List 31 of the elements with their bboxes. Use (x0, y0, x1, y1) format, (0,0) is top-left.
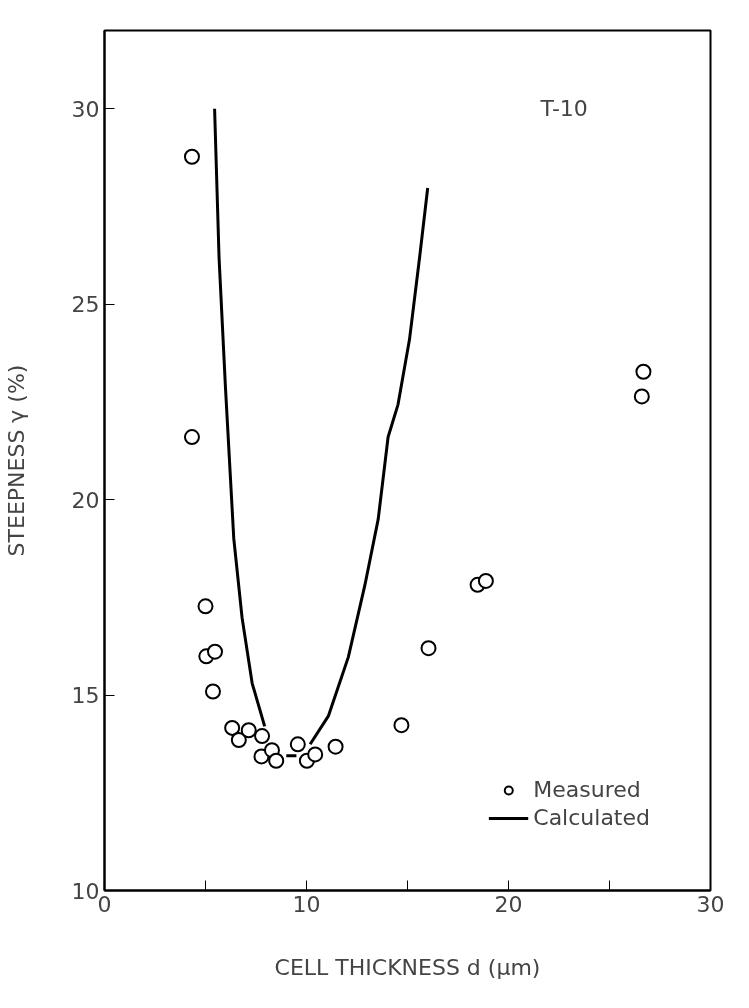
point (197, 598, 214, 615)
point (393, 717, 410, 734)
x-tick-label: 10 (292, 891, 321, 917)
point (240, 722, 257, 739)
point (327, 738, 344, 755)
x-axis-title: CELL THICKNESS d (μm) (274, 954, 541, 980)
x-tick-label: 20 (494, 891, 523, 917)
point (183, 429, 200, 446)
point (633, 388, 650, 405)
y-axis-title: STEEPNESS γ (%) (3, 364, 29, 557)
point (183, 148, 200, 165)
legend-label: Measured (533, 777, 641, 802)
point (268, 752, 285, 769)
y-tick-label: 25 (71, 292, 100, 318)
point (420, 640, 437, 657)
point (307, 746, 324, 763)
point (635, 363, 652, 380)
point (254, 728, 271, 745)
point (206, 643, 223, 660)
point (230, 732, 247, 748)
point (224, 719, 241, 736)
y-tick-label: 30 (71, 96, 100, 122)
point (204, 683, 221, 700)
x-tick-label: 30 (696, 891, 725, 917)
annotation: T-10 (539, 95, 588, 121)
y-tick-label: 20 (71, 487, 100, 513)
legend-label: Calculated (533, 805, 650, 830)
point (289, 736, 306, 753)
x-tick-label: 0 (97, 891, 112, 917)
y-tick-label: 15 (71, 683, 100, 709)
point (477, 572, 494, 589)
